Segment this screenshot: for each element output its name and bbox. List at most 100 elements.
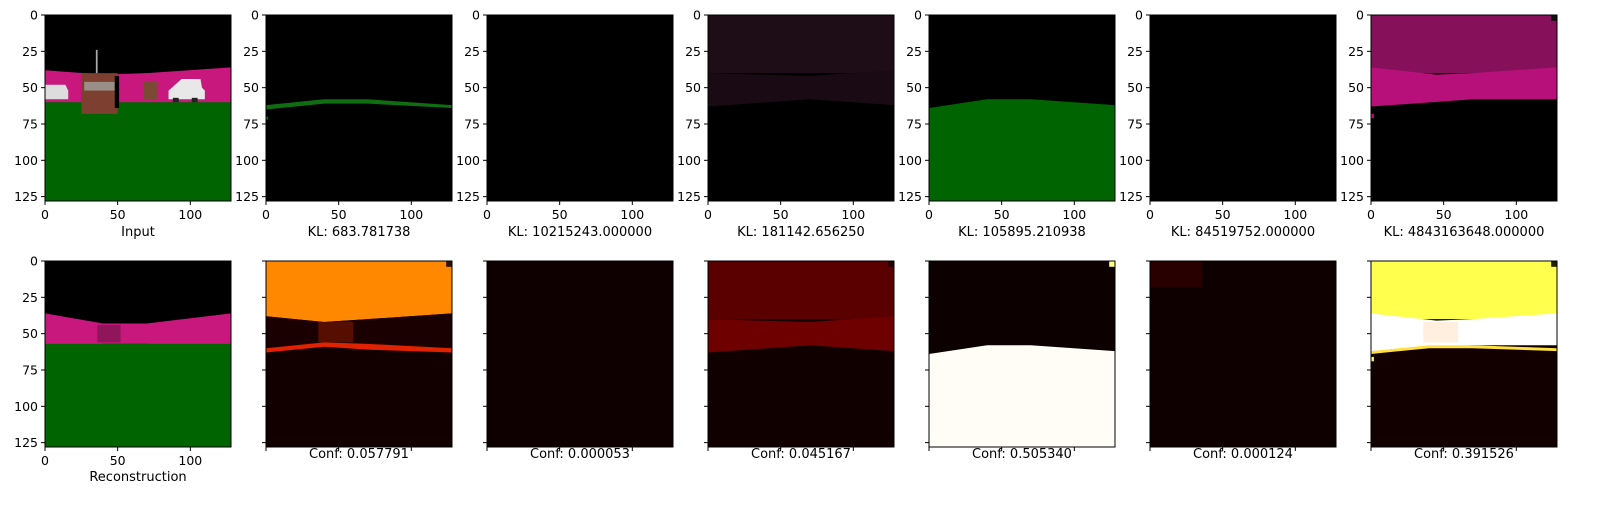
- panel-label: Conf: 0.505340: [972, 447, 1072, 462]
- y-tick-label: 25: [464, 44, 480, 59]
- axes-frame: [1370, 14, 1558, 202]
- x-tick-label: 50: [110, 453, 126, 468]
- mask-corner-pixel: [1551, 15, 1557, 21]
- mask-sky-region: [1371, 15, 1557, 74]
- y-tick-label: 0: [1356, 8, 1364, 23]
- axes-frame: [1370, 260, 1558, 448]
- conf-corner-pixel: [1551, 261, 1557, 267]
- x-tick-label: 0: [483, 207, 491, 222]
- x-tick-label: 100: [1062, 207, 1086, 222]
- y-tick-label: 125: [1119, 189, 1143, 204]
- panel-kl-2-image: 0 50 100 0 25 50 75 100 125: [456, 8, 674, 222]
- x-tick-label: 50: [773, 207, 789, 222]
- panel-kl-6-image: 0 50 100 0 25 50 75 100 125: [1340, 8, 1558, 222]
- y-tick-label: 25: [1127, 44, 1143, 59]
- x-tick-label: 0: [1146, 207, 1154, 222]
- x-tick-label: 100: [1283, 207, 1307, 222]
- y-tick-label: 125: [677, 189, 701, 204]
- axes-frame: [486, 260, 674, 448]
- panel-label: Conf: 0.000124: [1193, 447, 1293, 462]
- y-tick-label: 75: [22, 116, 38, 131]
- y-tick-label: 100: [1340, 153, 1364, 168]
- panel-label: KL: 683.781738: [307, 225, 411, 240]
- axes-frame: [707, 260, 895, 448]
- y-tick-label: 50: [685, 80, 701, 95]
- y-tick-label: 0: [472, 8, 480, 23]
- conf-corner-pixel: [446, 261, 452, 267]
- y-tick-label: 125: [235, 189, 259, 204]
- panel-kl-5-image: 0 50 100 0 25 50 75 100 125: [1119, 8, 1337, 222]
- x-tick-label: 50: [552, 207, 568, 222]
- conf-speckle: [1423, 322, 1459, 343]
- panel-reconstruction: 0 50 100 0 25 50 75 100 125 Reconstruction: [14, 254, 232, 485]
- y-tick-label: 25: [906, 44, 922, 59]
- panel-label: Conf: 0.045167: [751, 447, 851, 462]
- y-tick-label: 50: [1127, 80, 1143, 95]
- conf-pixel: [1371, 356, 1374, 362]
- y-tick-label: 25: [685, 44, 701, 59]
- conf-horizon-region: [1371, 313, 1557, 352]
- panel-conf-4: Conf: 0.505340: [925, 260, 1116, 462]
- y-tick-label: 100: [235, 153, 259, 168]
- x-tick-label: 0: [41, 453, 49, 468]
- y-tick-label: 125: [14, 189, 38, 204]
- axes-frame: [707, 14, 895, 202]
- y-tick-label: 75: [243, 116, 259, 131]
- x-tick-label: 0: [41, 207, 49, 222]
- conf-speckle: [1150, 261, 1203, 288]
- conf-sky-region: [708, 261, 894, 320]
- y-tick-label: 125: [1340, 189, 1364, 204]
- y-tick-label: 50: [464, 80, 480, 95]
- panel-conf-5-image: [1146, 260, 1337, 451]
- y-tick-label: 75: [1348, 116, 1364, 131]
- x-tick-label: 0: [1367, 207, 1375, 222]
- panel-conf-1: Conf: 0.057791: [262, 260, 453, 462]
- mask-background: [487, 15, 673, 201]
- y-tick-label: 0: [30, 8, 38, 23]
- x-tick-label: 100: [178, 453, 202, 468]
- x-tick-label: 100: [178, 207, 202, 222]
- conf-speckle: [318, 322, 354, 343]
- x-tick-label: 100: [399, 207, 423, 222]
- y-tick-label: 125: [456, 189, 480, 204]
- box-shadow: [114, 76, 120, 108]
- mask-pixel: [1371, 113, 1374, 119]
- mask-horizon-region: [1371, 67, 1557, 107]
- axes-frame: [44, 14, 232, 202]
- conf-horizon-region: [708, 316, 894, 353]
- truck-wheel: [191, 97, 198, 103]
- y-tick-label: 75: [906, 116, 922, 131]
- panel-label: KL: 105895.210938: [958, 225, 1086, 240]
- axes-frame: [265, 14, 453, 202]
- panel-conf-3: Conf: 0.045167: [704, 260, 895, 462]
- panel-kl-6: 0 50 100 0 25 50 75 100 125 KL: 4843163648.000000: [1340, 8, 1558, 240]
- x-tick-label: 0: [704, 207, 712, 222]
- panel-conf-3-image: [704, 260, 895, 451]
- panel-label: KL: 181142.656250: [737, 225, 865, 240]
- y-tick-label: 100: [456, 153, 480, 168]
- panel-input: 0 50 100 0 25 50 75 100 125 Input: [14, 8, 232, 240]
- y-tick-label: 100: [14, 399, 38, 414]
- y-tick-label: 0: [1135, 8, 1143, 23]
- mask-green-line: [266, 99, 452, 110]
- conf-red-line: [266, 342, 452, 353]
- panel-conf-4-image: [925, 260, 1116, 451]
- conf-corner-pixel: [888, 261, 894, 267]
- x-tick-label: 50: [1436, 207, 1452, 222]
- conf-yellow-line: [1371, 345, 1557, 354]
- y-tick-label: 100: [14, 153, 38, 168]
- mask-ground-region: [929, 99, 1115, 201]
- horizon-band: [45, 313, 231, 352]
- y-tick-label: 50: [22, 326, 38, 341]
- panel-label: Reconstruction: [89, 470, 187, 485]
- conf-sky-region: [266, 261, 452, 323]
- conf-ground-region: [929, 345, 1115, 447]
- panel-label: KL: 10215243.000000: [507, 225, 653, 240]
- axes-frame: [1149, 14, 1337, 202]
- y-tick-label: 0: [251, 8, 259, 23]
- conf-sky-region: [1371, 261, 1557, 320]
- conf-pixel: [929, 359, 932, 365]
- y-tick-label: 100: [677, 153, 701, 168]
- y-tick-label: 25: [1348, 44, 1364, 59]
- y-tick-label: 125: [14, 435, 38, 450]
